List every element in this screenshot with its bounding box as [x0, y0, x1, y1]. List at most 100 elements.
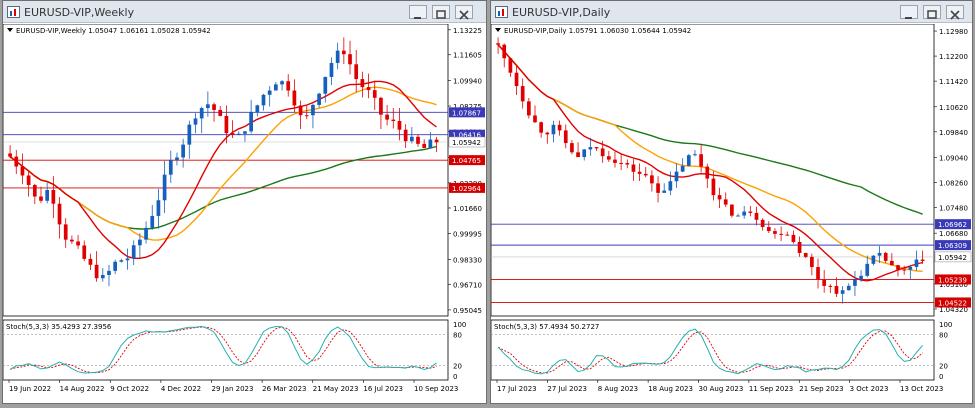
candle: [840, 286, 845, 304]
candle-body: [70, 239, 74, 242]
candle-body: [230, 133, 235, 135]
candle-body: [403, 129, 408, 142]
candle-body: [317, 93, 321, 105]
price-tag-blue: 1.06309: [935, 240, 971, 251]
candle: [51, 176, 56, 219]
candle-body: [816, 267, 820, 280]
date-axis-label: 27 Jul 2023: [547, 385, 587, 393]
candle-body: [526, 101, 531, 116]
price-tag-red: 1.04765: [449, 155, 485, 166]
price-axis-label: 1.09840: [939, 129, 968, 137]
candle-body: [748, 211, 753, 213]
stoch-axis-label: 100: [939, 321, 952, 329]
price-tag-box: [448, 136, 486, 148]
candle: [280, 79, 284, 91]
candle-body: [914, 259, 919, 267]
candle-body: [606, 156, 611, 160]
candle-body: [372, 90, 377, 98]
candle-body: [668, 181, 673, 191]
weekly-stoch-label: Stoch(5,3,3) 35.4293 27.3956: [6, 323, 112, 331]
candle-body: [570, 143, 574, 153]
candle: [113, 259, 118, 275]
candle: [131, 240, 136, 266]
price-tag-red: 1.05239: [935, 274, 971, 285]
daily-chart-window[interactable]: EURUSD-VIP,Daily 1.12980 1.12200 1.11420 1.…: [490, 0, 973, 404]
candle: [859, 270, 863, 282]
candle-body: [206, 104, 210, 109]
candle-body: [280, 81, 284, 85]
price-axis-label: 1.06680: [939, 230, 968, 238]
candle: [199, 106, 204, 134]
candle-body: [686, 155, 691, 166]
candle-body: [379, 97, 383, 115]
candle-body: [514, 72, 519, 87]
candle-body: [63, 224, 68, 240]
candle-body: [107, 270, 111, 275]
candle: [187, 120, 192, 159]
candle-body: [32, 184, 37, 197]
mid-ma-line: [9, 86, 437, 241]
candle-body: [779, 233, 783, 235]
candle: [26, 171, 31, 197]
candle: [643, 167, 648, 178]
daily-stoch-label: Stoch(5,3,3) 57.4934 50.2727: [494, 323, 599, 331]
candle-body: [711, 178, 716, 196]
candle-body: [360, 79, 365, 88]
candle-body: [243, 131, 247, 134]
close-button[interactable]: [455, 5, 473, 20]
candle: [82, 240, 87, 262]
candle-body: [822, 279, 827, 286]
candle-body: [131, 245, 136, 259]
candle-body: [760, 219, 765, 228]
candle: [255, 104, 260, 117]
candle-body: [631, 164, 636, 172]
date-axis-label: 17 Jul 2023: [497, 385, 537, 393]
price-axis-label: 1.08275: [453, 103, 482, 111]
candle: [311, 103, 315, 129]
candle-body: [45, 190, 50, 201]
candle: [304, 105, 309, 120]
candle-body: [144, 227, 148, 240]
maximize-button[interactable]: [923, 5, 941, 19]
daily-title-bar[interactable]: EURUSD-VIP,Daily: [491, 1, 972, 23]
maximize-button[interactable]: [432, 5, 450, 19]
candle: [816, 258, 820, 289]
price-tag-current: 1.05942: [934, 251, 972, 263]
price-tag-label: 1.06416: [452, 132, 481, 140]
candle: [379, 96, 383, 130]
candle-body: [613, 159, 617, 163]
date-axis-label: 8 Aug 2023: [598, 385, 638, 393]
candle-body: [39, 196, 43, 201]
candle-body: [600, 148, 605, 157]
candle-body: [508, 58, 513, 73]
daily-plot-area[interactable]: 1.12980 1.12200 1.11420 1.10620 1.09840 1.090…: [491, 24, 972, 403]
close-icon: [950, 10, 960, 20]
close-button[interactable]: [946, 5, 964, 20]
weekly-chart-window[interactable]: EURUSD-VIP,Weekly 1.13225 1.11605 1.09940 1…: [2, 0, 487, 404]
candle-body: [187, 124, 192, 145]
candle-body: [323, 76, 328, 94]
candle: [298, 100, 303, 129]
candle-body: [409, 136, 414, 142]
candle-body: [785, 234, 790, 236]
weekly-plot-area[interactable]: 1.132251.116051.099401.082751.066101.049…: [3, 24, 486, 403]
minimize-button[interactable]: [900, 5, 918, 19]
candle-body: [563, 130, 568, 144]
minimize-button[interactable]: [409, 5, 427, 19]
candle: [526, 97, 531, 119]
candle: [144, 221, 148, 244]
price-tag-label: 1.05239: [938, 276, 967, 284]
minimize-icon: [414, 17, 421, 19]
price-tag-box: [935, 219, 971, 230]
candle-body: [119, 260, 124, 262]
fast-ma-line: [9, 80, 437, 259]
price-tag-blue: 1.06416: [449, 129, 485, 140]
candle-body: [766, 227, 771, 232]
candle: [397, 107, 402, 141]
candle-body: [212, 104, 216, 110]
candle-body: [168, 160, 173, 175]
candle-body: [261, 94, 266, 106]
weekly-title-bar[interactable]: EURUSD-VIP,Weekly: [3, 1, 486, 23]
price-tag-box: [449, 129, 485, 140]
weekly-info-text: EURUSD-VIP,Weekly 1.05047 1.06161 1.0502…: [16, 27, 211, 35]
